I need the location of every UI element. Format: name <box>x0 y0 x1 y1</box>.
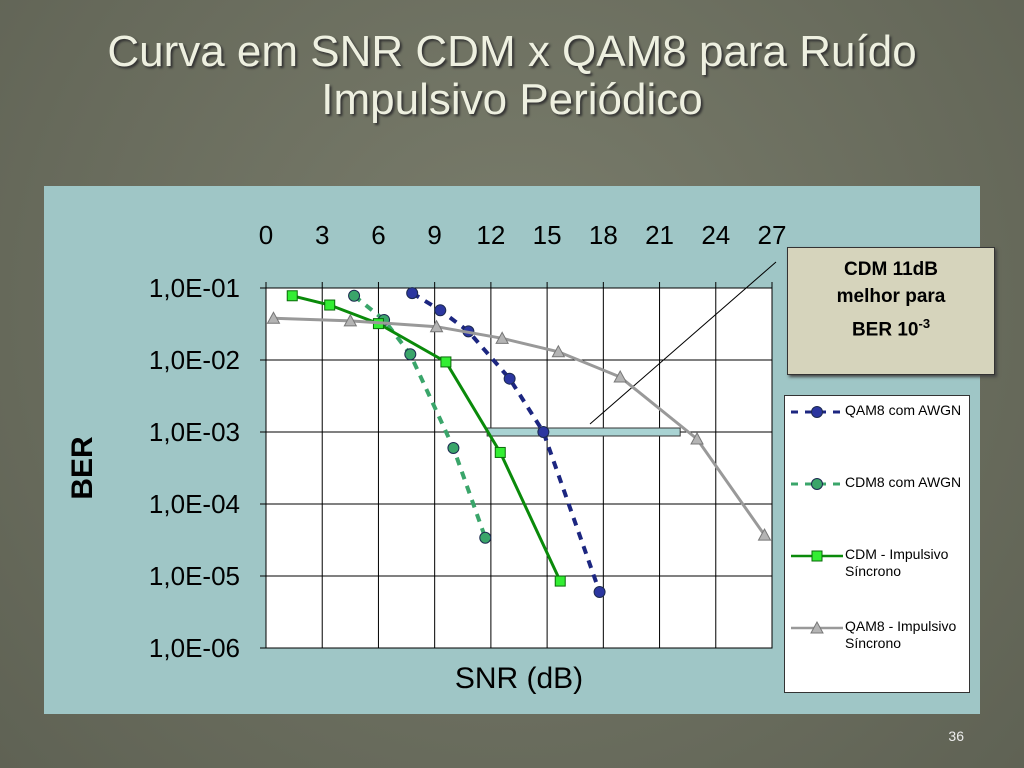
legend-icon <box>791 406 843 418</box>
legend-marker <box>811 550 823 562</box>
y-axis-label: BER <box>66 436 99 500</box>
data-point <box>495 331 509 344</box>
legend-icon <box>791 550 843 562</box>
slide-number: 36 <box>948 728 964 744</box>
annotation-line: CDM 11dB <box>844 259 938 280</box>
annotation-text: BER 10 <box>851 319 919 341</box>
x-tick-label: 12 <box>476 220 505 250</box>
data-point <box>494 446 506 458</box>
legend-marker <box>811 406 823 418</box>
data-point <box>434 304 447 317</box>
legend-marker <box>810 620 824 634</box>
legend-entry: QAM8 - Impulsivo Síncrono <box>789 618 965 690</box>
data-point <box>404 348 417 361</box>
data-point <box>286 290 298 302</box>
legend-icon <box>791 478 843 490</box>
x-tick-label: 24 <box>701 220 730 250</box>
annotation-line: BER 10-3 <box>788 310 994 343</box>
x-tick-label: 0 <box>259 220 273 250</box>
series-line <box>291 294 562 582</box>
x-tick-label: 21 <box>645 220 674 250</box>
legend-entry: QAM8 com AWGN <box>789 402 965 474</box>
data-point <box>343 313 358 327</box>
legend-marker <box>811 478 823 490</box>
data-point <box>266 311 281 324</box>
data-point <box>406 287 419 300</box>
y-tick-label: 1,0E-03 <box>149 417 240 447</box>
data-point <box>503 372 516 385</box>
data-point <box>440 356 452 368</box>
x-tick-label: 27 <box>758 220 787 250</box>
y-tick-label: 1,0E-02 <box>149 345 240 375</box>
leader-line <box>589 261 777 425</box>
legend-label: CDM8 com AWGN <box>845 474 962 490</box>
data-point <box>757 528 772 541</box>
annotation-line: melhor para <box>836 286 946 307</box>
data-point <box>690 431 704 445</box>
x-tick-label: 15 <box>533 220 562 250</box>
legend-entry: CDM - Impulsivo Síncrono <box>789 546 965 618</box>
data-point <box>429 319 444 333</box>
legend-label: QAM8 - Impulsivo Síncrono <box>845 618 957 651</box>
plot-area <box>266 288 772 648</box>
y-tick-label: 1,0E-06 <box>149 633 240 663</box>
data-point <box>447 441 460 454</box>
y-tick-label: 1,0E-01 <box>149 273 240 303</box>
legend-label: QAM8 com AWGN <box>845 402 962 418</box>
x-axis-label: SNR (dB) <box>455 662 583 695</box>
legend-icon <box>791 620 843 634</box>
annotation: CDM 11dB melhor para BER 10-3 <box>787 247 995 375</box>
data-point <box>551 344 566 358</box>
series-line <box>273 316 766 536</box>
legend-label: CDM - Impulsivo Síncrono <box>845 546 949 579</box>
data-point <box>537 426 550 438</box>
legend: QAM8 com AWGN CDM8 com AWGN CDM - Impulsiv… <box>784 395 970 693</box>
data-point <box>593 585 606 598</box>
x-tick-label: 18 <box>589 220 618 250</box>
data-point <box>348 289 361 302</box>
title: Curva em SNR CDM x QAM8 para Ruído Impul… <box>107 27 917 124</box>
x-tick-label: 9 <box>427 220 441 250</box>
legend-entry: CDM8 com AWGN <box>789 474 965 546</box>
data-point <box>554 575 566 587</box>
y-tick-label: 1,0E-04 <box>149 489 240 519</box>
x-tick-label: 3 <box>315 220 329 250</box>
annotation-exponent: -3 <box>918 316 931 331</box>
data-point <box>479 531 492 544</box>
annotation-span <box>486 427 681 437</box>
plot-border <box>265 287 773 649</box>
x-tick-label: 6 <box>371 220 385 250</box>
data-point <box>613 369 628 383</box>
y-tick-label: 1,0E-05 <box>149 561 240 591</box>
data-point <box>324 299 336 311</box>
